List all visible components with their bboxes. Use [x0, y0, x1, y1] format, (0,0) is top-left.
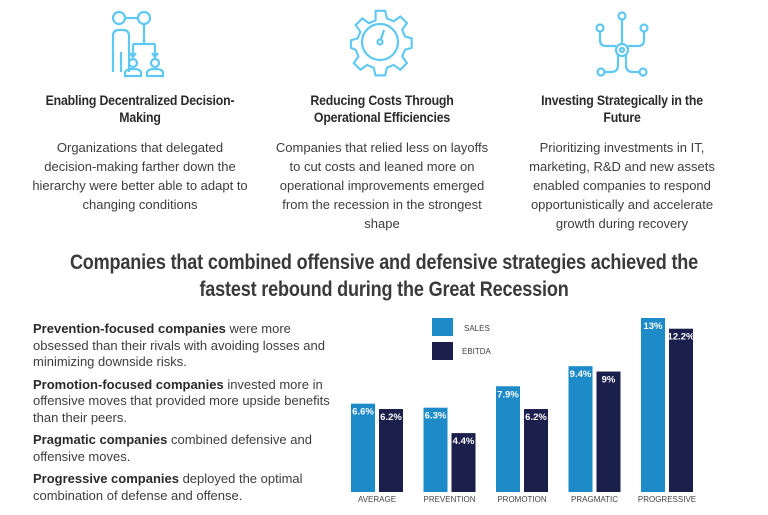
legend-swatch-ebitda: [432, 342, 453, 360]
category-label: PREVENTION: [423, 495, 475, 504]
legend-label-ebitda: EBITDA: [462, 347, 491, 356]
definition-promotion: Promotion-focused companies invested mor…: [33, 377, 333, 427]
category-label: AVERAGE: [358, 495, 396, 504]
data-label: 7.9%: [497, 389, 519, 400]
feature-title: Enabling Decentralized Decision-Making: [45, 92, 235, 125]
bar-sales-average: [351, 403, 375, 492]
bar-ebitda-promotion: [524, 409, 548, 492]
feature-text: Organizations that delegated decision-ma…: [32, 140, 248, 212]
legend-label-sales: SALES: [464, 324, 490, 333]
term: Progressive companies: [33, 471, 179, 486]
bar-ebitda-progressive: [669, 328, 693, 492]
feature-title: Reducing Costs Through Operational Effic…: [310, 92, 454, 125]
bar-ebitda-prevention: [451, 433, 476, 492]
definitions-list: Prevention-focused companies were more o…: [33, 321, 333, 510]
bar-sales-prevention: [423, 407, 448, 492]
data-label: 9%: [602, 375, 616, 386]
bar-sales-promotion: [496, 386, 520, 492]
definition-pragmatic: Pragmatic companies combined defensive a…: [33, 432, 333, 465]
data-label: 6.6%: [352, 407, 374, 418]
feature-text: Companies that relied less on layoffs to…: [275, 140, 489, 231]
category-label: PROMOTION: [497, 495, 547, 504]
data-label: 6.2%: [525, 412, 547, 423]
bar-ebitda-pragmatic: [596, 371, 621, 492]
circuit-network-icon: [595, 11, 649, 77]
data-label: 4.4%: [453, 436, 475, 447]
bar-sales-pragmatic: [568, 366, 593, 492]
delegation-people-icon: [111, 10, 165, 78]
gear-gauge-icon: [349, 9, 413, 77]
data-label: 12.2%: [668, 332, 695, 343]
data-label: 6.2%: [380, 412, 402, 423]
data-label: 13%: [643, 321, 663, 332]
data-label: 9.4%: [570, 369, 592, 380]
bar-chart: SALES EBITDA 6.6% 6.2% AVERAGE 6.3% 4.4% PREV…: [340, 310, 700, 510]
term: Promotion-focused companies: [33, 376, 224, 392]
feature-title: Investing Strategically in the Future: [541, 92, 703, 125]
definition-text: invested more in offensive moves that pr…: [33, 376, 330, 425]
definition-text: were more obsessed than their rivals wit…: [33, 321, 325, 369]
bar-sales-progressive: [641, 318, 665, 492]
feature-text: Prioritizing investments in IT, marketin…: [529, 140, 715, 231]
definition-text: combined defensive and offensive moves.: [33, 432, 312, 464]
category-label: PROGRESSIVE: [638, 495, 696, 504]
legend-swatch-sales: [432, 318, 453, 336]
definition-prevention: Prevention-focused companies were more o…: [33, 321, 333, 371]
definition-text: deployed the optimal combination of defe…: [33, 471, 303, 503]
headline: Companies that combined offensive and de…: [69, 251, 699, 301]
definition-progressive: Progressive companies deployed the optim…: [33, 471, 333, 504]
bar-ebitda-average: [379, 409, 403, 492]
term: Prevention-focused companies: [33, 321, 226, 336]
category-label: PRAGMATIC: [571, 495, 618, 504]
data-label: 6.3%: [425, 411, 447, 422]
term: Pragmatic companies: [33, 432, 168, 447]
bars-svg: 6.6% 6.2% AVERAGE 6.3% 4.4% PREVENTION 7.9% 6.2…: [351, 318, 696, 504]
